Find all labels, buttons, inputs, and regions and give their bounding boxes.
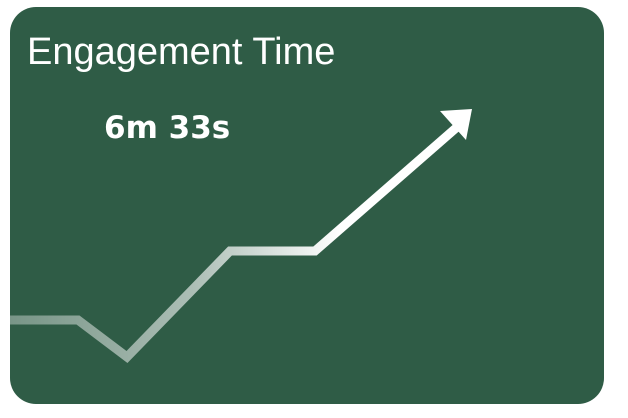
card-title: Engagement Time	[27, 31, 336, 73]
trend-up-arrow-icon	[10, 7, 604, 404]
engagement-time-value: 6m 33s	[104, 110, 231, 146]
trend-line	[10, 124, 459, 363]
engagement-time-card: Engagement Time 6m 33s	[10, 7, 604, 404]
trend-arrowhead	[440, 109, 472, 140]
